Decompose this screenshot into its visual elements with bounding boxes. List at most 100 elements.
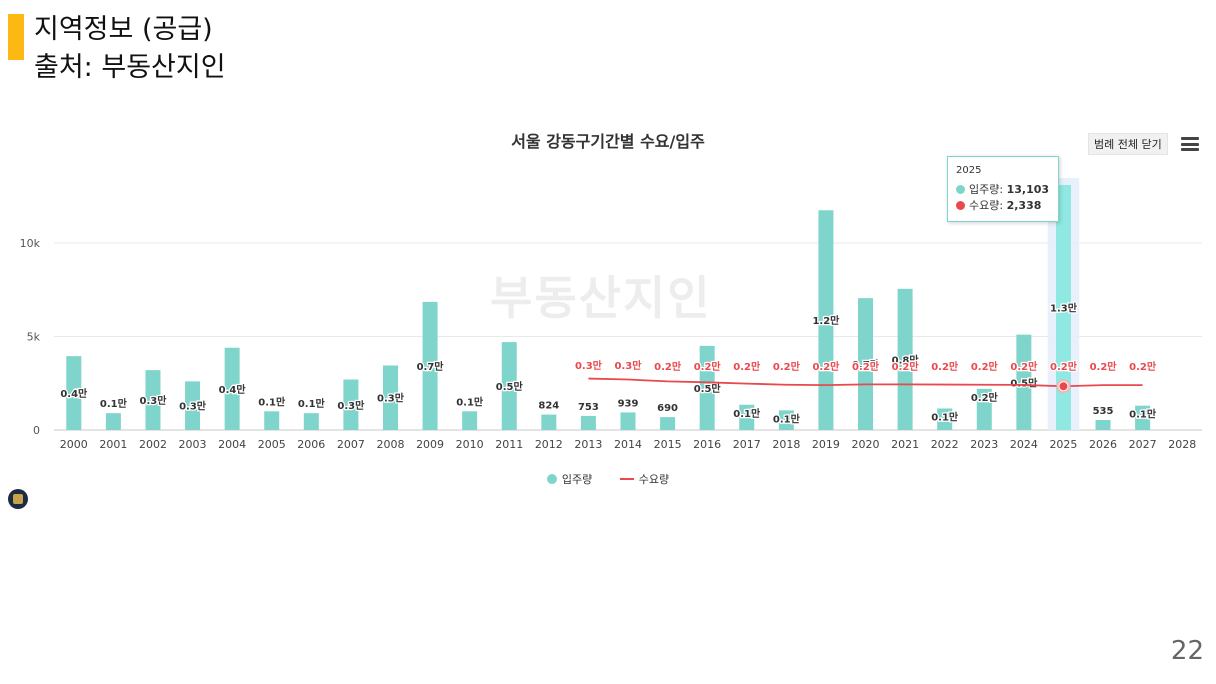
x-tick-label: 2006 xyxy=(297,438,325,451)
line-data-label: 0.2만 xyxy=(773,360,801,373)
bar-supply xyxy=(343,379,359,430)
line-data-label: 0.2만 xyxy=(1050,360,1078,373)
bar-data-label: 0.2만 xyxy=(971,391,999,404)
chart-tooltip: 2025 입주량: 13,103 수요량: 2,338 xyxy=(947,156,1059,222)
bar-supply xyxy=(66,356,82,430)
bar-supply xyxy=(224,347,240,430)
chart-legend: 입주량 수요량 xyxy=(0,471,1216,487)
bar-data-label: 0.1만 xyxy=(931,410,959,423)
bar-supply xyxy=(303,413,319,430)
line-data-label: 0.2만 xyxy=(654,360,682,373)
bar-data-label: 824 xyxy=(538,401,559,412)
bar-data-label: 0.5만 xyxy=(694,382,722,395)
chart-title: 서울 강동구기간별 수요/입주 xyxy=(511,132,705,151)
x-tick-label: 2025 xyxy=(1049,438,1077,451)
bar-supply xyxy=(1135,405,1151,430)
bar-data-label: 0.8만 xyxy=(892,353,920,366)
legend-supply-label: 입주량 xyxy=(561,473,593,486)
line-data-label: 0.2만 xyxy=(1010,360,1038,373)
legend-demand-line-icon xyxy=(619,478,634,480)
legend-item-supply[interactable]: 입주량 xyxy=(546,471,593,487)
line-data-label: 0.2만 xyxy=(971,360,999,373)
page-number: 22 xyxy=(1170,636,1204,666)
x-tick-label: 2011 xyxy=(495,438,523,451)
y-tick-label: 0 xyxy=(33,424,40,437)
bar-supply xyxy=(778,410,794,430)
x-tick-label: 2026 xyxy=(1089,438,1117,451)
bar-supply xyxy=(1016,334,1032,430)
x-tick-label: 2012 xyxy=(535,438,563,451)
bar-data-label: 0.7만 xyxy=(852,358,880,371)
tooltip-demand-value: 2,338 xyxy=(1006,199,1042,212)
x-tick-label: 2009 xyxy=(416,438,444,451)
tooltip-supply-label: 입주량: xyxy=(969,183,1004,196)
line-data-label: 0.3만 xyxy=(615,359,643,372)
bar-supply xyxy=(897,288,913,430)
bar-supply xyxy=(501,342,517,430)
bar-data-label: 690 xyxy=(657,403,678,414)
x-tick-label: 2021 xyxy=(891,438,919,451)
x-tick-label: 2015 xyxy=(654,438,682,451)
x-tick-label: 2014 xyxy=(614,438,642,451)
bar-data-label: 939 xyxy=(618,398,639,409)
bar-data-label: 0.1만 xyxy=(100,397,128,410)
x-tick-label: 2020 xyxy=(852,438,880,451)
bar-supply xyxy=(264,411,280,430)
x-tick-label: 2018 xyxy=(772,438,800,451)
bar-data-label: 0.5만 xyxy=(1010,376,1038,389)
line-data-label: 0.2만 xyxy=(1129,360,1157,373)
x-tick-label: 2024 xyxy=(1010,438,1038,451)
x-tick-label: 2004 xyxy=(218,438,246,451)
bar-data-label: 0.3만 xyxy=(377,392,405,405)
bar-supply xyxy=(541,414,557,430)
bar-supply xyxy=(620,412,636,430)
legend-item-demand[interactable]: 수요량 xyxy=(619,471,669,487)
tooltip-demand-label: 수요량: xyxy=(969,199,1004,212)
y-tick-label: 10k xyxy=(20,237,41,250)
bar-supply xyxy=(382,365,398,430)
tooltip-demand-row: 수요량: 2,338 xyxy=(956,197,1041,213)
bar-supply xyxy=(1055,184,1071,430)
bar-supply xyxy=(145,370,161,430)
x-tick-label: 2010 xyxy=(456,438,484,451)
x-tick-label: 2001 xyxy=(99,438,127,451)
bar-supply xyxy=(462,411,478,430)
bar-supply xyxy=(1095,419,1111,430)
bar-data-label: 1.3만 xyxy=(1050,301,1078,314)
line-data-label: 0.3만 xyxy=(575,359,603,372)
bar-data-label: 0.4만 xyxy=(60,387,88,400)
bar-data-label: 753 xyxy=(578,402,599,413)
bar-data-label: 0.1만 xyxy=(258,395,286,408)
supply-dot-icon xyxy=(956,185,965,194)
x-tick-label: 2007 xyxy=(337,438,365,451)
line-data-label: 0.2만 xyxy=(694,360,722,373)
bar-data-label: 0.1만 xyxy=(1129,408,1157,421)
legend-toggle-button[interactable]: 범례 전체 닫기 xyxy=(1088,133,1168,155)
x-tick-label: 2005 xyxy=(258,438,286,451)
bar-data-label: 0.7만 xyxy=(417,360,445,373)
bar-supply xyxy=(739,404,755,430)
bar-data-label: 0.3만 xyxy=(140,394,168,407)
line-data-label: 0.2만 xyxy=(931,360,959,373)
bar-data-label: 0.1만 xyxy=(456,395,484,408)
tooltip-year: 2025 xyxy=(956,165,982,176)
bar-data-label: 0.3만 xyxy=(337,399,365,412)
x-tick-label: 2028 xyxy=(1168,438,1196,451)
bar-supply xyxy=(858,298,874,430)
x-tick-label: 2023 xyxy=(970,438,998,451)
hamburger-menu-icon[interactable] xyxy=(1181,137,1199,151)
title-accent-bar xyxy=(8,14,24,60)
x-tick-label: 2008 xyxy=(376,438,404,451)
bar-supply xyxy=(976,388,992,430)
bar-supply xyxy=(937,408,953,430)
bar-supply xyxy=(105,413,121,430)
demand-point xyxy=(1058,381,1069,392)
x-tick-label: 2002 xyxy=(139,438,167,451)
x-tick-label: 2027 xyxy=(1129,438,1157,451)
bar-data-label: 0.1만 xyxy=(298,397,326,410)
tooltip-supply-row: 입주량: 13,103 xyxy=(956,181,1049,197)
line-data-label: 0.2만 xyxy=(1090,360,1118,373)
slide-title: 지역정보 (공급) xyxy=(34,14,213,45)
demand-dot-icon xyxy=(956,201,965,210)
